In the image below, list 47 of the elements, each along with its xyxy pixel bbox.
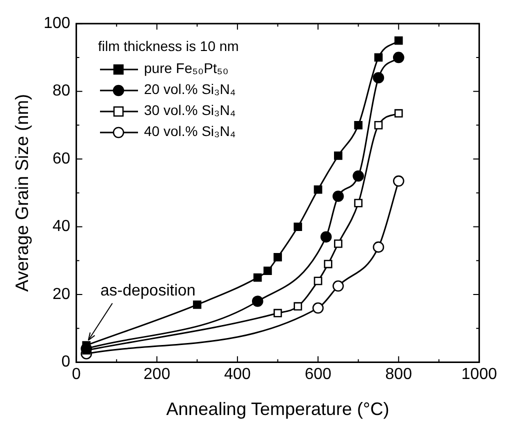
point xyxy=(392,52,404,64)
y-tick-label: 100 xyxy=(44,15,70,32)
point xyxy=(314,276,322,286)
x-tick-label: 800 xyxy=(385,366,412,384)
point xyxy=(274,308,282,318)
point xyxy=(394,36,403,45)
y-tick-label: 0 xyxy=(61,354,70,371)
legend-title: film thickness is 10 nm xyxy=(98,37,239,56)
x-tick-label: 1000 xyxy=(461,366,498,384)
x-tick-label: 400 xyxy=(224,366,251,384)
point xyxy=(312,302,324,314)
point xyxy=(394,109,403,118)
legend-label: 40 vol.% Si₃N₄ xyxy=(144,123,236,139)
point xyxy=(354,198,363,208)
point xyxy=(263,266,272,275)
point xyxy=(334,240,342,248)
point xyxy=(372,241,384,253)
point xyxy=(334,151,342,160)
legend-label: pure Fe₅₀Pt₅₀ xyxy=(144,60,228,76)
point xyxy=(392,175,404,187)
point xyxy=(374,53,383,62)
legend-label: 20 vol.% Si₃N₄ xyxy=(144,81,236,97)
annotation: as-deposition xyxy=(100,282,196,300)
point xyxy=(324,260,332,268)
y-tick-label: 20 xyxy=(52,286,70,303)
x-axis-title: Annealing Temperature (°C) xyxy=(166,399,390,420)
point xyxy=(252,296,264,307)
x-tick-label: 200 xyxy=(144,366,170,384)
point xyxy=(274,253,282,262)
point xyxy=(320,231,332,243)
point xyxy=(372,72,384,84)
point xyxy=(354,120,363,130)
legend-label: 30 vol.% Si₃N₄ xyxy=(144,102,236,118)
point xyxy=(332,190,344,202)
x-tick-label: 600 xyxy=(304,366,332,384)
point xyxy=(374,120,383,130)
y-tick-label: 60 xyxy=(52,150,70,168)
point xyxy=(253,273,262,282)
point xyxy=(294,222,302,231)
point xyxy=(352,170,364,182)
point xyxy=(314,185,322,194)
point xyxy=(332,280,344,292)
y-axis-title: Average Grain Size (nm) xyxy=(12,94,32,292)
point xyxy=(192,300,202,309)
point xyxy=(294,302,302,311)
y-tick-label: 80 xyxy=(52,82,70,100)
y-tick-label: 40 xyxy=(52,218,70,236)
